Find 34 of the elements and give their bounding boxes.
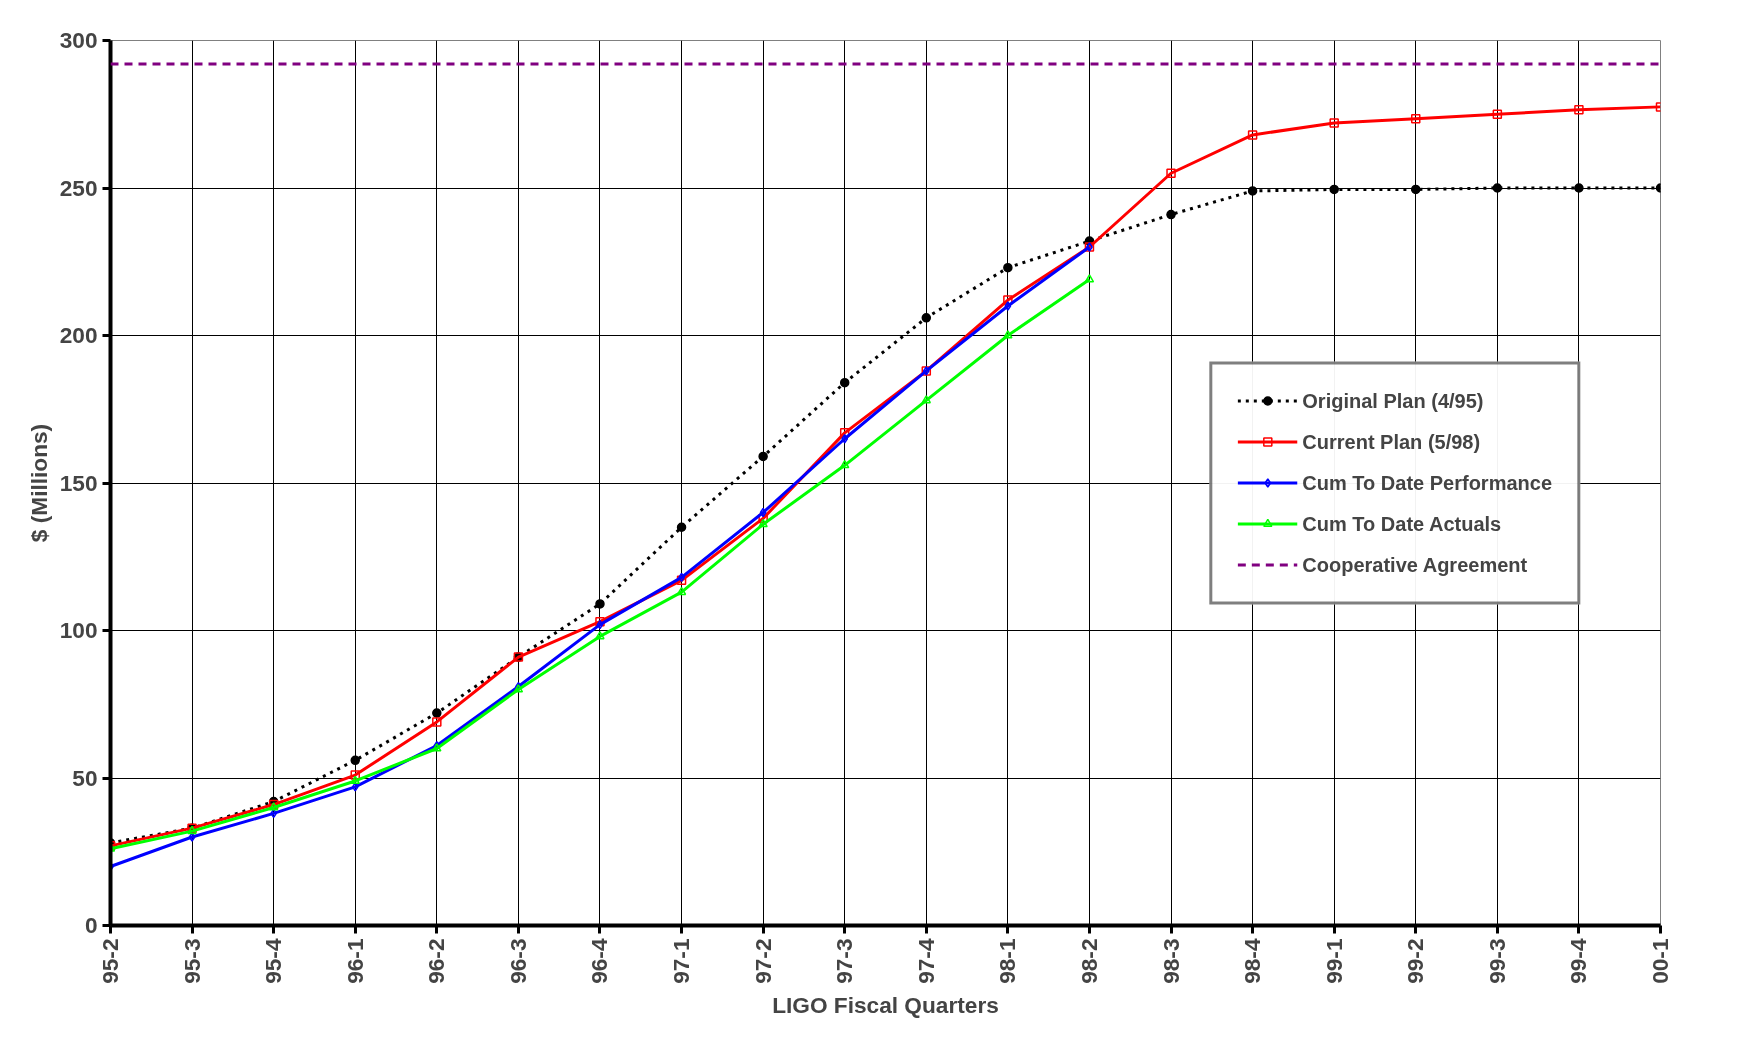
legend-label: Original Plan (4/95) [1302,389,1484,412]
legend-label: Cum To Date Performance [1302,471,1552,494]
x-tick-label: 98-2 [1075,938,1102,984]
x-tick-label: 95-3 [178,938,205,984]
x-tick-label: 00-1 [1647,938,1673,984]
x-tick-label: 99-4 [1565,938,1592,984]
y-tick-label: 100 [59,617,98,643]
legend-label: Cooperative Agreement [1302,553,1528,576]
x-tick-label: 96-2 [423,938,450,984]
x-axis-title: LIGO Fiscal Quarters [772,991,999,1018]
x-tick-label: 97-1 [668,938,695,984]
y-tick-label: 300 [59,27,98,53]
x-tick-label: 97-4 [912,938,939,984]
x-tick-label: 98-4 [1239,938,1266,984]
legend-label: Current Plan (5/98) [1302,430,1481,453]
x-tick-label: 99-2 [1402,938,1429,984]
x-tick-label: 99-3 [1483,938,1510,984]
x-tick-label: 95-4 [260,938,287,984]
y-axis-title: $ (Millions) [25,423,52,543]
legend-label: Cum To Date Actuals [1302,512,1502,535]
x-tick-label: 99-1 [1320,938,1347,984]
y-tick-label: 250 [59,174,98,201]
y-tick-label: 150 [59,469,98,496]
y-tick-label: 0 [84,912,98,938]
y-tick-label: 200 [59,322,98,348]
x-tick-label: 98-1 [994,938,1021,984]
x-tick-label: 97-2 [749,938,776,984]
x-tick-label: 96-3 [504,938,531,984]
x-tick-label: 96-1 [341,938,368,984]
x-tick-label: 96-4 [586,938,613,984]
y-tick-label: 50 [72,764,98,791]
x-tick-label: 97-3 [831,938,858,984]
x-tick-label: 98-3 [1157,938,1184,984]
x-tick-label: 95-2 [97,938,123,984]
